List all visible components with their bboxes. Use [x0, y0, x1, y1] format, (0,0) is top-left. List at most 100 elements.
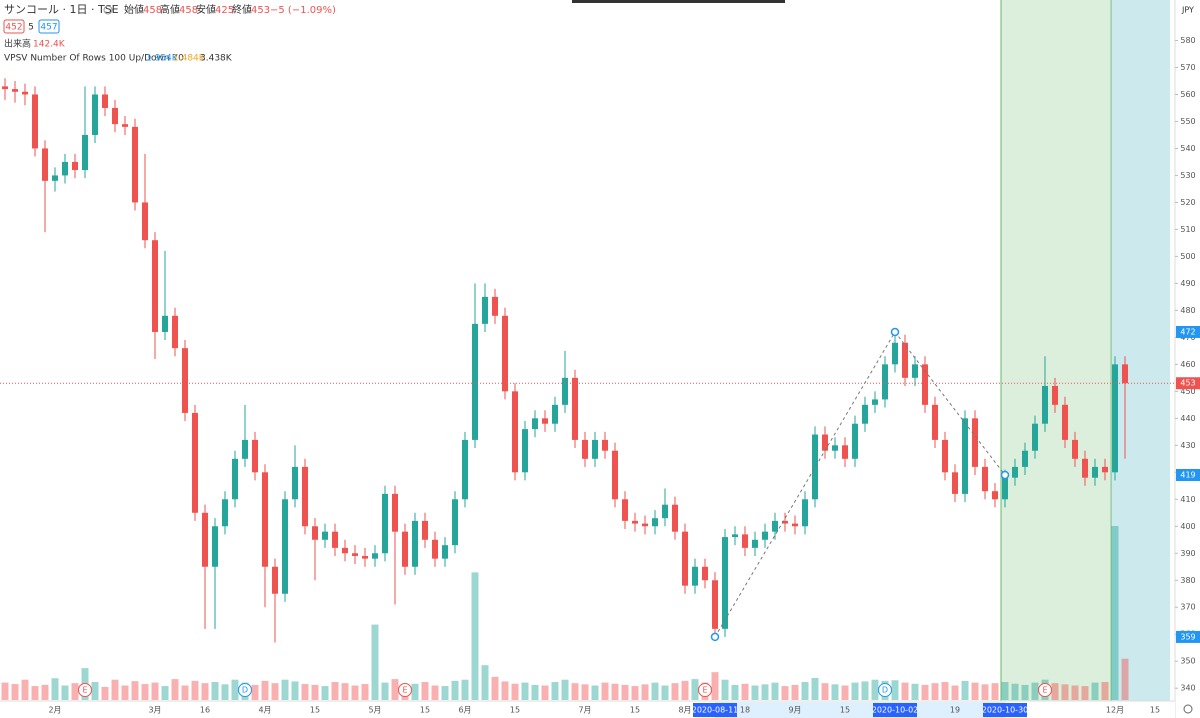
price-badge-label: 453 [1180, 379, 1195, 388]
candle-body [562, 377, 568, 405]
candle-body [642, 523, 648, 527]
volume-bar [601, 682, 609, 700]
volume-bar [271, 683, 279, 700]
candle-body [452, 499, 458, 546]
volume-bar [921, 684, 929, 700]
y-tick-label: 510 [1180, 225, 1195, 234]
volume-bar [801, 682, 809, 700]
volume-bar [661, 685, 669, 700]
volume-bar [131, 681, 139, 700]
candle-body [42, 148, 48, 181]
volume-bar [971, 682, 979, 700]
candle-layer [2, 78, 1128, 643]
volume-bar [111, 679, 119, 700]
candle-body [1012, 466, 1018, 478]
volume-bar [1, 682, 9, 700]
pattern-point [1000, 470, 1010, 480]
volume-bar [681, 680, 689, 700]
volume-bar [361, 684, 369, 700]
candle-body [912, 364, 918, 378]
ohlc-value: 453 [251, 5, 270, 16]
volume-bar [771, 682, 779, 700]
volume-bar [461, 679, 469, 700]
candle-body [812, 434, 818, 500]
y-tick-label: 560 [1180, 90, 1195, 99]
volume-bar [861, 681, 869, 700]
candle-body [832, 445, 838, 451]
volume-bar [331, 682, 339, 700]
spread: 5 [28, 23, 34, 33]
ohlc-label: 始値 [124, 3, 144, 16]
candle-body [1032, 423, 1038, 451]
candle-body [402, 531, 408, 567]
x-tick-label: 2020-10-02 [872, 706, 919, 715]
candle-body [952, 472, 958, 494]
candle-body [542, 418, 548, 424]
candle-body [192, 412, 198, 513]
change: −5 (−1.09%) [270, 5, 336, 16]
volume-bar [671, 683, 679, 700]
candle-body [702, 566, 708, 581]
x-tick-label: 2020-08-11 [692, 706, 739, 715]
x-tick-label: 15 [420, 706, 430, 715]
price-badge [1176, 469, 1200, 481]
vpsv-up: 1.954K [146, 54, 179, 64]
event-marker [698, 683, 712, 697]
candle-body [602, 439, 608, 451]
candle-body [772, 520, 778, 532]
x-tick-label: 15 [1150, 706, 1160, 715]
candle-body [62, 161, 68, 176]
bid-box[interactable] [3, 19, 25, 34]
volume-bar [11, 684, 19, 700]
y-tick-label: 460 [1180, 360, 1195, 369]
price-badge [1176, 325, 1200, 338]
candle-body [1002, 477, 1008, 500]
ask-box[interactable] [38, 19, 60, 34]
volume-bar [691, 679, 699, 700]
event-label: D [882, 686, 888, 695]
volume-label: 出来高 [4, 38, 31, 50]
candle-body [662, 504, 668, 519]
volume-bar [981, 684, 989, 700]
y-tick-label: 570 [1180, 63, 1195, 72]
volume-bar [571, 683, 579, 700]
settings-button[interactable] [1183, 704, 1193, 714]
candle-body [982, 466, 988, 492]
volume-bar [21, 679, 29, 700]
candle-body [292, 466, 298, 500]
y-tick-label: 540 [1180, 144, 1195, 153]
bid: 452 [5, 23, 22, 33]
volume-bar [421, 682, 429, 700]
volume-bar [1031, 682, 1039, 700]
candle-body [882, 364, 888, 400]
settings-dot[interactable] [103, 5, 113, 15]
y-tick-label: 450 [1180, 387, 1195, 396]
volume-bar [721, 679, 729, 700]
volume-bar [71, 683, 79, 700]
volume-bar [481, 665, 489, 700]
y-tick-label: 480 [1180, 306, 1195, 315]
candle-body [892, 342, 898, 365]
candle-body [732, 534, 738, 538]
pattern-point [710, 632, 720, 642]
candle-body [52, 175, 58, 181]
x-tick-label: 2月 [48, 706, 61, 715]
x-tick-label: 12月 [1106, 706, 1124, 715]
candle-body [992, 491, 998, 500]
volume-bar [391, 679, 399, 700]
candle-body [272, 566, 278, 594]
volume-bar [231, 679, 239, 700]
candle-body [362, 555, 368, 559]
x-highlight [693, 703, 737, 717]
top-handle [572, 0, 785, 3]
candle-body [422, 520, 428, 540]
volume-bar [341, 683, 349, 700]
volume-bar [731, 684, 739, 700]
price-badge [1176, 630, 1200, 643]
candle-body [582, 439, 588, 459]
volume-bar [181, 685, 189, 700]
x-tick-label: 8月 [678, 706, 691, 715]
candle-body [852, 423, 858, 459]
volume-bar [431, 685, 439, 700]
volume-bar [121, 685, 129, 700]
